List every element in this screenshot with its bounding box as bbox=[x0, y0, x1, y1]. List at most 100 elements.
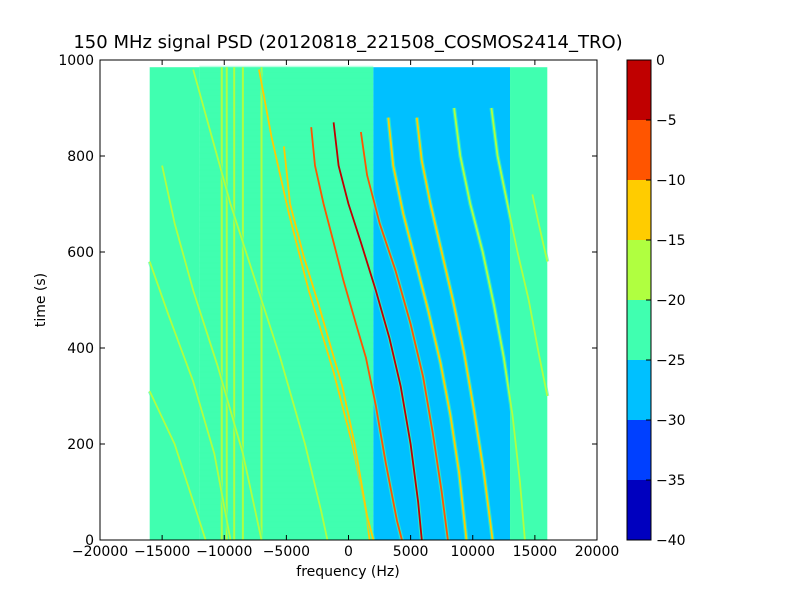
heatmap-noise-stripe bbox=[199, 319, 374, 322]
colorbar-tick-label: −40 bbox=[656, 533, 686, 549]
y-axis-label: time (s) bbox=[33, 273, 49, 327]
heatmap-noise-stripe bbox=[199, 336, 374, 339]
heatmap-noise-stripe bbox=[199, 140, 374, 143]
x-tick-label: −10000 bbox=[196, 544, 252, 560]
x-tick-label: −20000 bbox=[72, 544, 128, 560]
heatmap-noise-stripe bbox=[199, 388, 374, 391]
heatmap-noise-stripe bbox=[199, 267, 374, 270]
x-axis-label: frequency (Hz) bbox=[296, 564, 399, 580]
heatmap-noise-stripe bbox=[199, 65, 374, 68]
heatmap-noise-stripe bbox=[199, 134, 374, 137]
heatmap-noise-stripe bbox=[199, 348, 374, 350]
colorbar-segment bbox=[627, 120, 651, 180]
heatmap-noise-stripe bbox=[199, 83, 374, 85]
x-tick-label: 0 bbox=[344, 544, 353, 560]
heatmap-layer bbox=[149, 65, 548, 540]
heatmap-noise-stripe bbox=[199, 278, 374, 281]
heatmap-noise-stripe bbox=[199, 215, 374, 218]
heatmap-noise-stripe bbox=[199, 100, 374, 103]
heatmap-noise-stripe bbox=[199, 440, 374, 443]
heatmap-noise-stripe bbox=[199, 88, 374, 91]
heatmap-band bbox=[373, 67, 511, 540]
doppler-trace bbox=[283, 146, 375, 540]
y-tick-label: 600 bbox=[67, 245, 94, 261]
heatmap-noise-stripe bbox=[199, 111, 374, 114]
x-tick-label: 20000 bbox=[575, 544, 620, 560]
heatmap-noise-stripe bbox=[199, 324, 374, 327]
y-tick-label: 800 bbox=[67, 149, 94, 165]
heatmap-noise-stripe bbox=[199, 428, 374, 431]
heatmap-noise-stripe bbox=[199, 451, 374, 454]
heatmap-noise-stripe bbox=[199, 474, 374, 477]
heatmap-noise-stripe bbox=[199, 301, 374, 304]
x-tick-label: 15000 bbox=[513, 544, 558, 560]
heatmap-noise-stripe bbox=[199, 284, 374, 287]
heatmap-noise-stripe bbox=[199, 77, 374, 80]
doppler-trace bbox=[490, 107, 549, 397]
y-tick-label: 0 bbox=[85, 533, 94, 549]
heatmap-band bbox=[199, 67, 374, 540]
heatmap-noise-stripe bbox=[199, 227, 374, 229]
y-tick-label: 400 bbox=[67, 341, 94, 357]
colorbar-tick-label: 0 bbox=[656, 53, 665, 69]
heatmap-noise-stripe bbox=[199, 394, 374, 396]
heatmap-noise-stripe bbox=[199, 503, 374, 506]
heatmap-noise-stripe bbox=[199, 417, 374, 420]
heatmap-noise-stripe bbox=[199, 359, 374, 362]
colorbar-tick-label: −10 bbox=[656, 173, 686, 189]
heatmap-noise-stripe bbox=[199, 520, 374, 523]
doppler-trace bbox=[387, 117, 468, 540]
x-tick-label: 10000 bbox=[450, 544, 495, 560]
y-axis: 0 200 400 600 800 1000 bbox=[58, 53, 597, 549]
heatmap-noise-stripe bbox=[199, 353, 374, 356]
heatmap-noise-stripe bbox=[199, 434, 374, 437]
heatmap-noise-stripe bbox=[199, 250, 374, 252]
trace-layer bbox=[147, 69, 550, 540]
heatmap-noise-stripe bbox=[199, 307, 374, 310]
y-tick-label: 200 bbox=[67, 437, 94, 453]
heatmap-noise-stripe bbox=[199, 273, 374, 276]
doppler-trace bbox=[360, 131, 449, 540]
x-axis: −20000 −15000 −10000 −5000 0 5000 10000 15000 20… bbox=[72, 60, 619, 560]
heatmap-noise-stripe bbox=[199, 342, 374, 345]
colorbar-tick-label: −35 bbox=[656, 473, 686, 489]
colorbar-tick-label: −20 bbox=[656, 293, 686, 309]
doppler-trace bbox=[453, 107, 526, 540]
doppler-trace bbox=[192, 69, 329, 540]
heatmap-noise-stripe bbox=[199, 509, 374, 512]
colorbar-tick-label: −25 bbox=[656, 353, 686, 369]
chart-title: 150 MHz signal PSD (20120818_221508_COSM… bbox=[73, 32, 622, 53]
heatmap-noise-stripe bbox=[199, 244, 374, 247]
colorbar-segment bbox=[627, 300, 651, 360]
heatmap-noise-stripe bbox=[199, 497, 374, 500]
heatmap-noise-stripe bbox=[199, 261, 374, 264]
doppler-trace bbox=[148, 261, 232, 540]
heatmap-noise-stripe bbox=[199, 365, 374, 368]
heatmap-noise-stripe bbox=[199, 526, 374, 529]
plot-area bbox=[99, 59, 598, 541]
heatmap-noise-stripe bbox=[199, 296, 374, 299]
colorbar-tick-label: −30 bbox=[656, 413, 686, 429]
heatmap-noise-stripe bbox=[199, 94, 374, 97]
colorbar-segment bbox=[627, 240, 651, 300]
x-tick-label: −15000 bbox=[134, 544, 190, 560]
colorbar-tick-label: −5 bbox=[656, 113, 677, 129]
heatmap-noise-stripe bbox=[199, 457, 374, 460]
colorbar-segment bbox=[627, 420, 651, 480]
x-tick-label: −5000 bbox=[263, 544, 310, 560]
heatmap-noise-stripe bbox=[199, 71, 374, 74]
heatmap-noise-stripe bbox=[199, 106, 374, 108]
heatmap-noise-stripe bbox=[199, 515, 374, 517]
doppler-trace bbox=[332, 122, 423, 540]
doppler-trace bbox=[161, 165, 263, 540]
doppler-trace bbox=[531, 194, 549, 262]
x-tick-label: 5000 bbox=[393, 544, 429, 560]
heatmap-band bbox=[149, 67, 200, 540]
heatmap-noise-stripe bbox=[199, 146, 374, 149]
heatmap-noise-stripe bbox=[199, 492, 374, 494]
heatmap-noise-stripe bbox=[199, 117, 374, 120]
heatmap-noise-stripe bbox=[199, 405, 374, 408]
heatmap-noise-stripe bbox=[199, 290, 374, 293]
heatmap-noise-stripe bbox=[199, 422, 374, 425]
